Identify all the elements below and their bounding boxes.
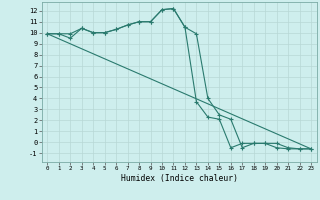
X-axis label: Humidex (Indice chaleur): Humidex (Indice chaleur) <box>121 174 238 183</box>
